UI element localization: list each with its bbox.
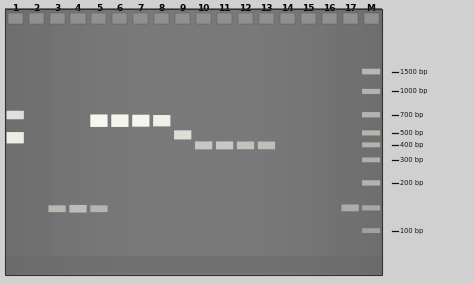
Text: 200 bp: 200 bp <box>400 180 423 186</box>
Bar <box>364 13 379 24</box>
Text: 14: 14 <box>281 4 294 13</box>
Text: 1000 bp: 1000 bp <box>400 88 427 95</box>
Text: 4: 4 <box>75 4 81 13</box>
FancyBboxPatch shape <box>362 157 380 162</box>
Text: 100 bp: 100 bp <box>400 227 423 234</box>
FancyBboxPatch shape <box>362 142 380 147</box>
Bar <box>154 13 169 24</box>
Bar <box>8 13 23 24</box>
Text: 13: 13 <box>260 4 273 13</box>
FancyBboxPatch shape <box>69 205 87 212</box>
Bar <box>238 13 253 24</box>
FancyBboxPatch shape <box>195 141 212 149</box>
Bar <box>217 13 232 24</box>
Text: 7: 7 <box>137 4 144 13</box>
Text: 2: 2 <box>33 4 39 13</box>
Text: 3: 3 <box>54 4 60 13</box>
FancyBboxPatch shape <box>48 205 66 212</box>
FancyBboxPatch shape <box>362 89 380 94</box>
Bar <box>175 13 190 24</box>
Bar <box>280 13 295 24</box>
Text: 16: 16 <box>323 4 336 13</box>
Bar <box>5 256 382 273</box>
Text: 400 bp: 400 bp <box>400 142 423 148</box>
FancyBboxPatch shape <box>362 112 380 118</box>
FancyBboxPatch shape <box>362 205 380 210</box>
FancyBboxPatch shape <box>7 132 24 143</box>
FancyBboxPatch shape <box>342 204 359 211</box>
FancyBboxPatch shape <box>132 115 149 127</box>
Bar <box>71 13 85 24</box>
Text: 1: 1 <box>12 4 18 13</box>
Text: 500 bp: 500 bp <box>400 130 423 136</box>
Text: 11: 11 <box>219 4 231 13</box>
Bar <box>133 13 148 24</box>
FancyBboxPatch shape <box>111 114 128 127</box>
FancyBboxPatch shape <box>362 130 380 135</box>
FancyBboxPatch shape <box>258 142 275 149</box>
Bar <box>322 13 337 24</box>
FancyBboxPatch shape <box>91 114 108 127</box>
Text: 5: 5 <box>96 4 102 13</box>
Text: 1500 bp: 1500 bp <box>400 68 427 75</box>
FancyBboxPatch shape <box>91 205 108 212</box>
Text: 17: 17 <box>344 4 356 13</box>
Text: 300 bp: 300 bp <box>400 157 423 163</box>
FancyBboxPatch shape <box>362 180 380 186</box>
Bar <box>112 13 128 24</box>
FancyBboxPatch shape <box>362 69 380 74</box>
Bar <box>5 9 382 275</box>
FancyBboxPatch shape <box>153 115 170 126</box>
Bar <box>343 13 358 24</box>
Bar <box>28 13 44 24</box>
Bar <box>259 13 274 24</box>
Text: M: M <box>366 4 375 13</box>
Text: 9: 9 <box>180 4 186 13</box>
Text: 12: 12 <box>239 4 252 13</box>
FancyBboxPatch shape <box>216 141 233 149</box>
Bar <box>50 13 64 24</box>
Text: 8: 8 <box>159 4 165 13</box>
FancyBboxPatch shape <box>174 130 191 139</box>
Text: 15: 15 <box>302 4 315 13</box>
Text: 6: 6 <box>117 4 123 13</box>
FancyBboxPatch shape <box>7 111 24 119</box>
Bar <box>91 13 107 24</box>
Bar <box>301 13 316 24</box>
Text: 700 bp: 700 bp <box>400 112 423 118</box>
FancyBboxPatch shape <box>237 142 254 149</box>
Bar <box>196 13 211 24</box>
FancyBboxPatch shape <box>362 228 380 233</box>
Text: 10: 10 <box>198 4 210 13</box>
